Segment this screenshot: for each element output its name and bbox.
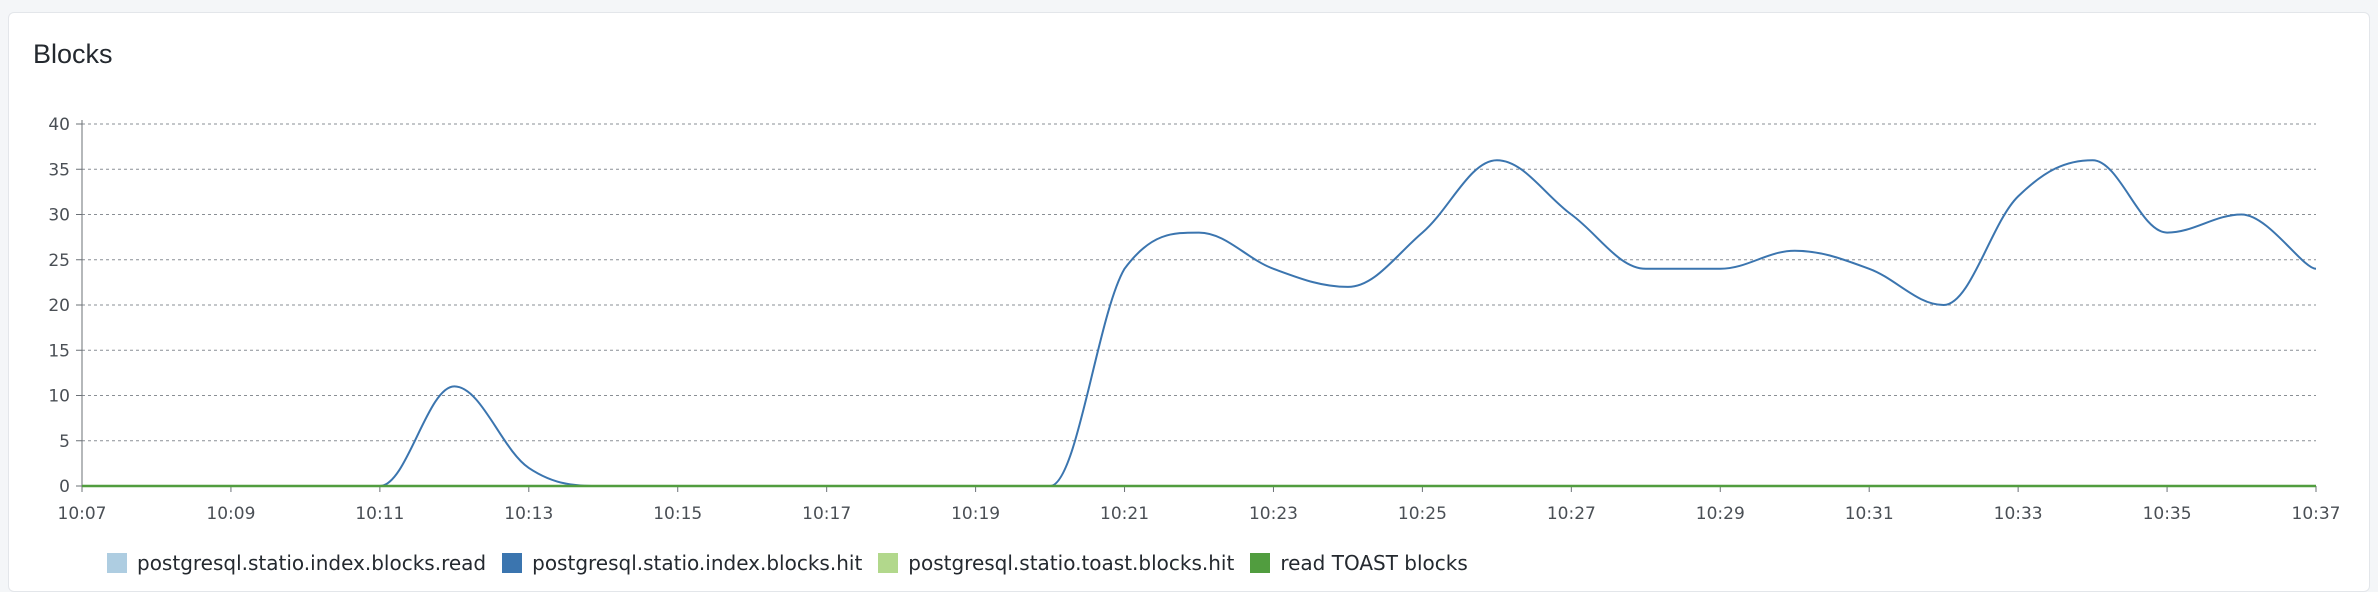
x-tick-label: 10:11 <box>355 504 404 524</box>
x-tick-label: 10:31 <box>1845 504 1894 524</box>
x-tick-label: 10:07 <box>58 504 107 524</box>
y-tick-label: 10 <box>48 387 70 407</box>
x-tick-label: 10:13 <box>504 504 553 524</box>
legend-label: postgresql.statio.index.blocks.hit <box>532 551 863 575</box>
legend-item[interactable]: postgresql.statio.index.blocks.hit <box>502 551 862 575</box>
x-tick-label: 10:33 <box>1994 504 2043 524</box>
panel-title: Blocks <box>33 39 113 69</box>
x-tick-label: 10:09 <box>206 504 255 524</box>
y-tick-label: 40 <box>48 115 70 135</box>
legend-item[interactable]: read TOAST blocks <box>1250 551 1468 575</box>
y-tick-label: 5 <box>59 432 70 452</box>
legend-label: postgresql.statio.index.blocks.read <box>137 551 487 575</box>
x-tick-label: 10:25 <box>1398 504 1447 524</box>
chart-legend: postgresql.statio.index.blocks.read postg… <box>107 551 1484 575</box>
y-tick-label: 20 <box>48 296 70 316</box>
y-tick-label: 25 <box>48 251 70 271</box>
y-tick-labels: 0 5 10 15 20 25 30 35 40 <box>48 115 70 497</box>
y-tick-label: 35 <box>48 160 70 180</box>
legend-label: postgresql.statio.toast.blocks.hit <box>908 551 1235 575</box>
grid-lines <box>82 123 2316 442</box>
axes <box>76 120 2317 492</box>
x-tick-label: 10:19 <box>951 504 1000 524</box>
legend-swatch <box>1250 553 1271 573</box>
x-tick-label: 10:17 <box>802 504 851 524</box>
y-tick-label: 30 <box>48 206 70 226</box>
series-lines <box>82 159 2317 488</box>
x-tick-label: 10:21 <box>1100 504 1149 524</box>
x-tick-label: 10:15 <box>653 504 702 524</box>
series-line-postgresql-statio-index-blocks-hit[interactable] <box>82 159 2317 488</box>
legend-swatch <box>107 553 127 573</box>
legend-swatch <box>878 553 899 573</box>
x-tick-label: 10:29 <box>1696 504 1745 524</box>
x-tick-label: 10:37 <box>2292 504 2341 524</box>
y-tick-label: 15 <box>48 341 70 361</box>
x-tick-label: 10:23 <box>1249 504 1298 524</box>
legend-item[interactable]: postgresql.statio.index.blocks.read <box>107 551 486 575</box>
legend-item[interactable]: postgresql.statio.toast.blocks.hit <box>878 551 1234 575</box>
x-tick-label: 10:35 <box>2143 504 2192 524</box>
x-tick-label: 10:27 <box>1547 504 1596 524</box>
legend-swatch <box>502 553 523 573</box>
x-tick-labels: 10:07 10:09 10:11 10:13 10:15 10:17 10:19 10:21… <box>58 504 2341 524</box>
y-tick-label: 0 <box>59 477 70 497</box>
legend-label: read TOAST blocks <box>1280 551 1468 575</box>
blocks-panel: Blocks 0 5 10 15 20 25 30 35 40 10:07 10:09 10:11 1… <box>8 12 2370 592</box>
